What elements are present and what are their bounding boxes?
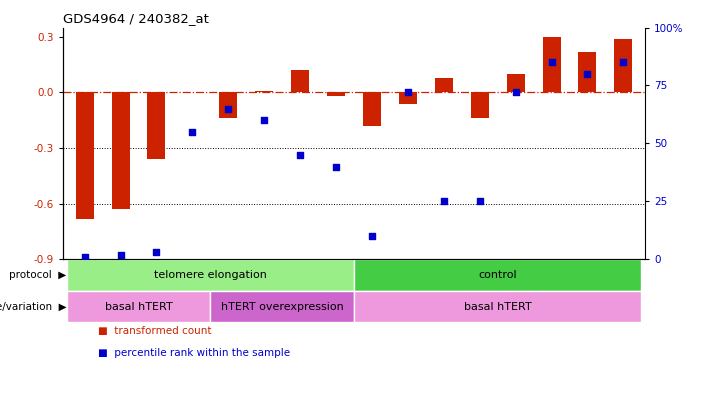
Bar (471, 92, 489, 118)
Text: hTERT overexpression: hTERT overexpression (221, 301, 343, 312)
Point (151, 249, 162, 255)
Bar (210, 291, 354, 322)
Point (402, 89, 414, 95)
Bar (327, 92, 345, 96)
Point (618, 59, 629, 66)
Point (582, 71, 593, 77)
Text: basal hTERT: basal hTERT (464, 301, 531, 312)
Bar (255, 90, 273, 92)
Point (223, 106, 234, 112)
Text: telomere elongation: telomere elongation (154, 270, 267, 280)
Bar (614, 39, 632, 92)
Text: genotype/variation  ▶: genotype/variation ▶ (0, 301, 67, 312)
Point (546, 59, 557, 66)
Point (367, 233, 378, 239)
Text: GDS4964 / 240382_at: GDS4964 / 240382_at (63, 12, 209, 25)
Bar (354, 259, 641, 291)
Bar (435, 77, 453, 92)
Point (79, 254, 90, 260)
Bar (219, 92, 237, 118)
Point (115, 252, 126, 258)
Text: ■  percentile rank within the sample: ■ percentile rank within the sample (98, 348, 290, 358)
Bar (507, 74, 524, 92)
Bar (543, 37, 561, 92)
Point (259, 117, 270, 123)
Point (510, 89, 522, 95)
Bar (67, 259, 354, 291)
Bar (111, 92, 130, 209)
Text: control: control (478, 270, 517, 280)
Point (186, 129, 198, 135)
Bar (291, 70, 309, 92)
Bar (147, 92, 165, 159)
Point (294, 152, 306, 158)
Bar (399, 92, 417, 104)
Text: basal hTERT: basal hTERT (104, 301, 172, 312)
Point (438, 198, 449, 204)
Point (474, 198, 485, 204)
Bar (578, 51, 597, 92)
Text: protocol  ▶: protocol ▶ (9, 270, 67, 280)
Point (330, 163, 341, 170)
Bar (354, 291, 641, 322)
Bar (67, 291, 210, 322)
Text: ■  transformed count: ■ transformed count (98, 326, 212, 336)
Bar (363, 92, 381, 126)
Bar (76, 92, 94, 219)
